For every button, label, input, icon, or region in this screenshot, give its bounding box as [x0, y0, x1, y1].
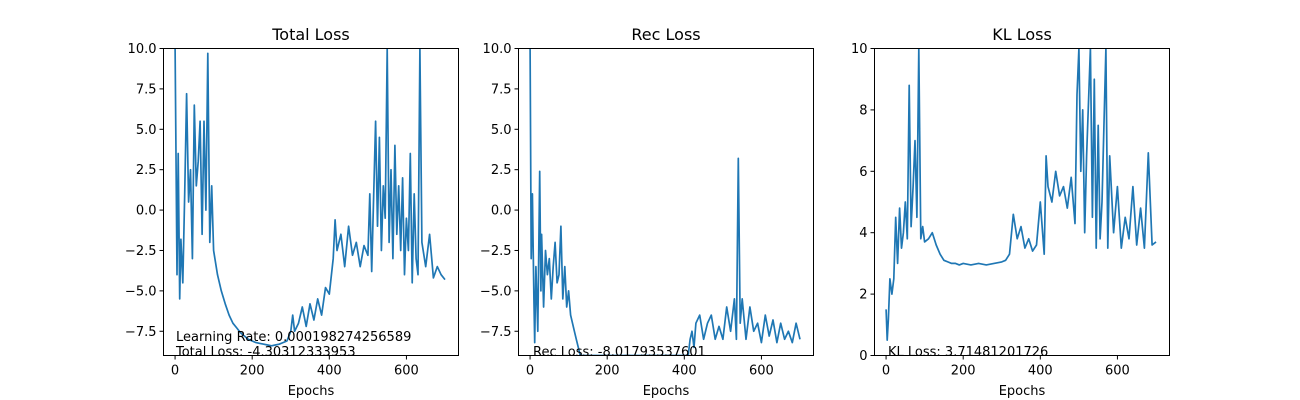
total-loss-ytick-label: 7.5	[136, 82, 157, 97]
total-loss-ytick-label: 0.0	[136, 204, 157, 219]
total-loss-xtick-label: 200	[240, 364, 265, 379]
kl-loss-ytick-label: 4	[859, 226, 867, 241]
kl-loss-ytick-label: 2	[859, 288, 867, 303]
total-loss-series-line	[174, 48, 446, 347]
kl-loss-ytick-label: 0	[859, 349, 867, 364]
total-loss-xtick-label: 600	[394, 364, 419, 379]
rec-loss-annotation: Rec Loss: -8.01793537601	[533, 345, 706, 360]
kl-loss-xlabel: Epochs	[999, 384, 1046, 399]
total-loss-annotation: Total Loss: -4.30312333953	[175, 345, 356, 360]
total-loss-ticks: 0 200 400 600 −7.5 −5.0 −2.5 0.0 2.5 5.0 7.5 10.0	[125, 42, 419, 379]
rec-loss-ytick-label: 0.0	[491, 204, 512, 219]
kl-loss-panel: KL Loss 0 200 400 600 0 2 4 6 8 10 Epochs KL Loss…	[851, 25, 1170, 399]
total-loss-plot-area	[174, 48, 446, 347]
total-loss-ytick-label: 10.0	[128, 42, 157, 57]
total-loss-ytick-label: −5.0	[125, 284, 157, 299]
rec-loss-xlabel: Epochs	[643, 384, 690, 399]
learning-rate-annotation: Learning Rate: 0.000198274256589	[176, 330, 411, 345]
rec-loss-ytick-label: −5.0	[480, 284, 512, 299]
kl-loss-xtick-label: 0	[882, 364, 890, 379]
kl-loss-ytick-label: 10	[851, 42, 868, 57]
kl-loss-ytick-label: 8	[859, 103, 867, 118]
rec-loss-ytick-label: −7.5	[480, 325, 512, 340]
rec-loss-ytick-label: −2.5	[480, 244, 512, 259]
rec-loss-xtick-label: 200	[595, 364, 620, 379]
total-loss-title: Total Loss	[271, 25, 350, 44]
rec-loss-ticks: 0 200 400 600 −7.5 −5.0 −2.5 0.0 2.5 5.0 7.5 10.0	[480, 42, 774, 379]
total-loss-xtick-label: 400	[317, 364, 342, 379]
total-loss-ytick-label: 5.0	[136, 123, 157, 138]
total-loss-panel: Total Loss 0 200 400 600 −7.5 −5.0 −2.5 0.0 2.5 5…	[125, 25, 459, 399]
rec-loss-ytick-label: 10.0	[483, 42, 512, 57]
rec-loss-ytick-label: 2.5	[491, 163, 512, 178]
rec-loss-ytick-label: 5.0	[491, 123, 512, 138]
kl-loss-plot-area	[885, 48, 1157, 341]
kl-loss-xtick-label: 400	[1028, 364, 1053, 379]
kl-loss-ytick-label: 6	[859, 165, 867, 180]
kl-loss-title: KL Loss	[992, 25, 1052, 44]
rec-loss-ytick-label: 7.5	[491, 82, 512, 97]
rec-loss-title: Rec Loss	[631, 25, 700, 44]
kl-loss-ticks: 0 200 400 600 0 2 4 6 8 10	[851, 42, 1130, 379]
kl-loss-series-line	[885, 48, 1157, 341]
kl-loss-annotation: KL Loss: 3.71481201726	[888, 345, 1048, 360]
rec-loss-xtick-label: 0	[526, 364, 534, 379]
total-loss-xlabel: Epochs	[288, 384, 335, 399]
rec-loss-axes-frame	[518, 48, 814, 356]
total-loss-axes-frame	[163, 48, 459, 356]
kl-loss-xtick-label: 600	[1105, 364, 1130, 379]
rec-loss-series-line	[529, 48, 801, 356]
kl-loss-axes-frame	[874, 48, 1170, 356]
rec-loss-plot-area	[529, 48, 801, 356]
total-loss-ytick-label: −7.5	[125, 325, 157, 340]
rec-loss-xtick-label: 600	[749, 364, 774, 379]
total-loss-xtick-label: 0	[171, 364, 179, 379]
total-loss-ytick-label: −2.5	[125, 244, 157, 259]
kl-loss-xtick-label: 200	[951, 364, 976, 379]
total-loss-ytick-label: 2.5	[136, 163, 157, 178]
rec-loss-panel: Rec Loss 0 200 400 600 −7.5 −5.0 −2.5 0.0 2.5 5.0…	[480, 25, 814, 399]
rec-loss-xtick-label: 400	[672, 364, 697, 379]
